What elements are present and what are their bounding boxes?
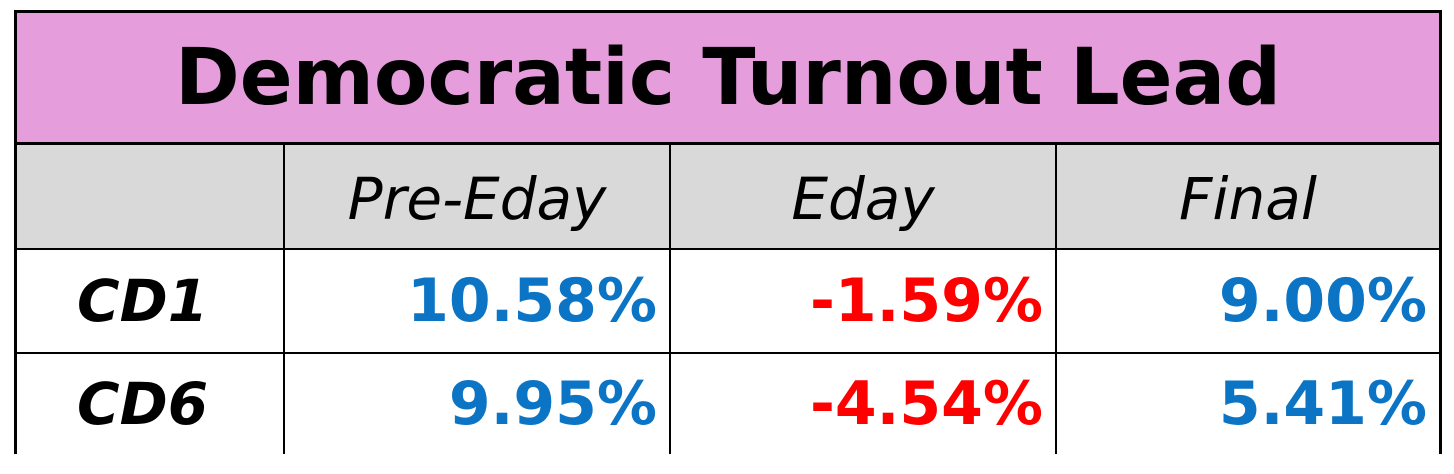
header-row: Pre-Eday Eday Final	[17, 145, 1439, 250]
value-cell: 5.41%	[1218, 369, 1427, 439]
table-row: CD1 10.58% -1.59% 9.00%	[17, 250, 1439, 354]
header-cell-final: Final	[1179, 164, 1317, 233]
header-cell-eday: Eday	[671, 145, 1057, 248]
value-cell: 10.58%	[285, 250, 671, 352]
row-label-cd6: CD6	[17, 354, 285, 454]
turnout-table: Democratic Turnout Lead Pre-Eday Eday Fi…	[14, 10, 1442, 454]
title-row: Democratic Turnout Lead	[17, 13, 1439, 145]
table-row: CD6 9.95% -4.54% 5.41%	[17, 354, 1439, 454]
header-cell-pre-eday: Pre-Eday	[285, 145, 671, 248]
value-cell: -4.54%	[671, 354, 1057, 454]
row-label-cd1: CD1	[17, 250, 285, 352]
value-cell: -1.59%	[671, 250, 1057, 352]
table-title: Democratic Turnout Lead	[174, 32, 1282, 123]
header-cell-empty	[17, 145, 285, 248]
value-cell: 9.00%	[1218, 266, 1427, 336]
value-cell: 9.95%	[285, 354, 671, 454]
